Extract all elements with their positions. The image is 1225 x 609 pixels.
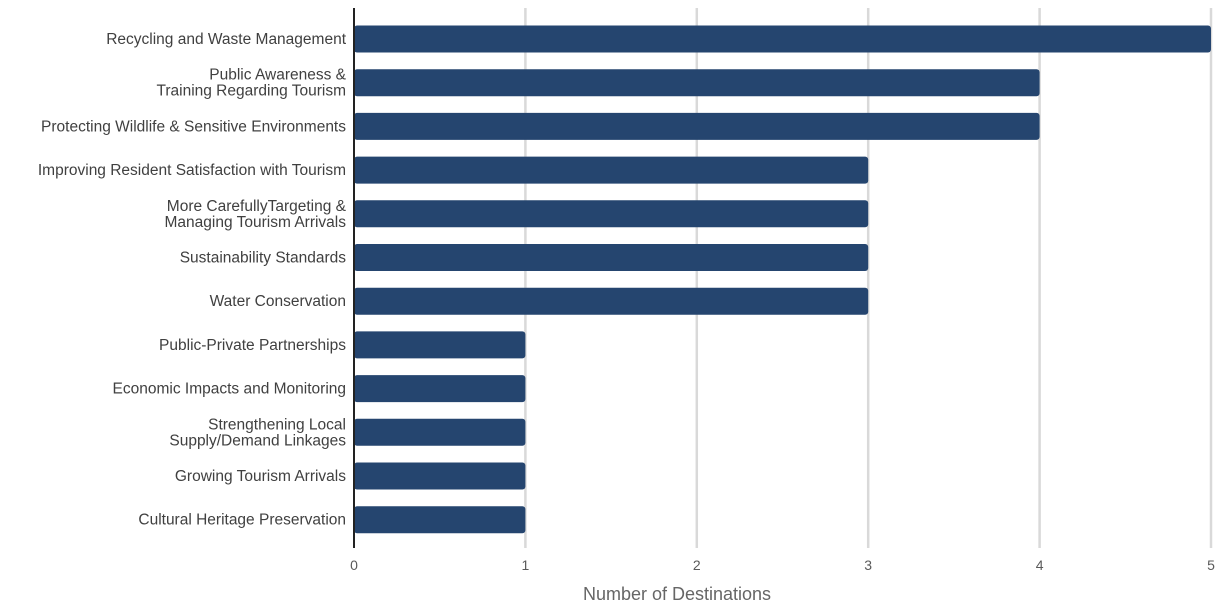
- category-label: Protecting Wildlife & Sensitive Environm…: [41, 118, 346, 135]
- category-label: Recycling and Waste Management: [106, 31, 346, 48]
- category-label-line: Managing Tourism Arrivals: [165, 213, 347, 230]
- category-label-line: Growing Tourism Arrivals: [175, 468, 346, 485]
- category-label: Economic Impacts and Monitoring: [113, 380, 346, 397]
- bar: [354, 69, 1040, 97]
- category-label: Cultural Heritage Preservation: [138, 511, 346, 528]
- bar: [354, 156, 869, 184]
- category-label-line: Sustainability Standards: [180, 249, 347, 266]
- bar: [354, 418, 526, 446]
- category-label: Improving Resident Satisfaction with Tou…: [38, 162, 346, 179]
- x-tick-label: 0: [350, 557, 358, 573]
- bar: [354, 462, 526, 490]
- bar: [354, 112, 1040, 140]
- x-tick-label: 2: [693, 557, 701, 573]
- category-label-line: Economic Impacts and Monitoring: [113, 380, 346, 397]
- bar: [354, 25, 1211, 53]
- x-tick-label: 4: [1036, 557, 1044, 573]
- category-label-line: Strengthening Local: [208, 416, 346, 433]
- x-tick-label: 3: [864, 557, 872, 573]
- category-label-line: Cultural Heritage Preservation: [138, 511, 346, 528]
- bar: [354, 287, 869, 315]
- x-tick-label: 5: [1207, 557, 1215, 573]
- category-labels: Recycling and Waste Management Public Awa…: [38, 31, 347, 529]
- category-label: Water Conservation: [210, 293, 346, 310]
- category-label-line: Recycling and Waste Management: [106, 31, 346, 48]
- category-label-line: Supply/Demand Linkages: [169, 432, 346, 449]
- gridlines: [524, 8, 1213, 548]
- category-label-line: Improving Resident Satisfaction with Tou…: [38, 162, 346, 179]
- category-label-line: Public-Private Partnerships: [159, 336, 346, 353]
- category-label: Growing Tourism Arrivals: [175, 468, 346, 485]
- x-axis-title: Number of Destinations: [583, 584, 771, 604]
- category-label-line: Water Conservation: [210, 293, 346, 310]
- category-label-line: More CarefullyTargeting &: [167, 197, 347, 214]
- category-label: Sustainability Standards: [180, 249, 347, 266]
- bar: [354, 375, 526, 403]
- x-tick-label: 1: [522, 557, 530, 573]
- category-label-line: Public Awareness &: [209, 66, 346, 83]
- category-label: Public Awareness & Training Regarding Tou…: [156, 66, 346, 99]
- category-label: Strengthening Local Supply/Demand Linkage…: [169, 416, 346, 449]
- bar: [354, 506, 526, 534]
- bar: [354, 244, 869, 271]
- bars: [354, 25, 1211, 534]
- x-tick-labels: 0 1 2 3 4 5: [350, 557, 1215, 573]
- category-label-line: Protecting Wildlife & Sensitive Environm…: [41, 118, 346, 135]
- category-label: Public-Private Partnerships: [159, 336, 346, 353]
- category-label-line: Training Regarding Tourism: [156, 82, 346, 99]
- bar: [354, 200, 869, 228]
- category-label: More CarefullyTargeting & Managing Touris…: [165, 197, 347, 230]
- bar: [354, 331, 526, 359]
